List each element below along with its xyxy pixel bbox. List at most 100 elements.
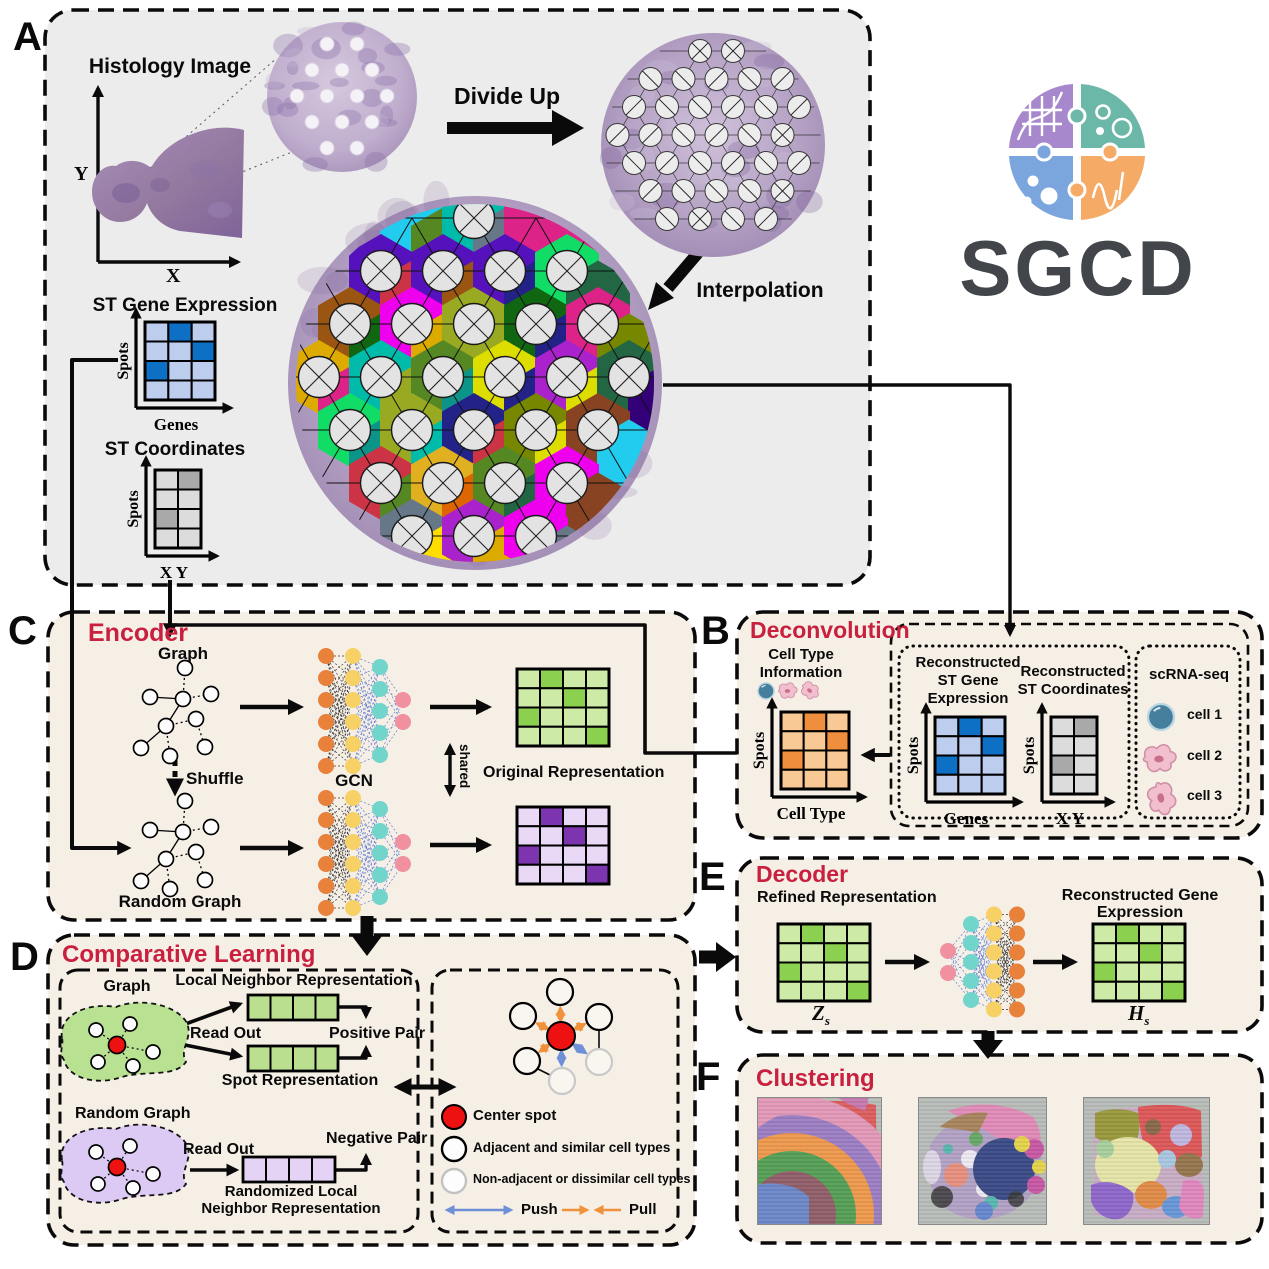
graph-node <box>90 1054 106 1070</box>
net-node <box>372 889 388 905</box>
matrix-cell <box>144 321 170 343</box>
matrix-cell <box>1138 942 1163 964</box>
matrix-cell <box>800 923 825 945</box>
matrix-cell <box>1138 980 1163 1002</box>
spot-dot <box>334 62 350 78</box>
matrix-cell <box>516 687 541 709</box>
net-node <box>963 973 979 989</box>
matrix-cell <box>957 716 983 738</box>
net-node <box>345 834 361 850</box>
matrix-cell <box>1073 716 1098 738</box>
adjacent-node <box>545 977 575 1007</box>
graph-node <box>157 850 175 868</box>
cell2-label: cell 2 <box>1187 747 1223 763</box>
net-node <box>1009 944 1025 961</box>
matrix-cell <box>823 961 848 983</box>
cell-icon <box>1146 781 1177 816</box>
matrix-cell <box>823 980 848 1002</box>
matrix-cell <box>800 980 825 1002</box>
cell-type-info-line2: Information <box>759 664 843 681</box>
vector-rand <box>241 1155 337 1184</box>
spot-dot <box>319 88 335 104</box>
axis-label-spots: Spots <box>1021 737 1038 774</box>
net-node <box>345 648 361 664</box>
graph-node <box>187 710 205 728</box>
deconv-to-encoder-line <box>170 623 737 755</box>
cell-icon <box>778 682 798 699</box>
logo-wave-icon <box>1091 171 1125 210</box>
matrix-cell <box>846 923 871 945</box>
graph-node <box>132 739 150 757</box>
net-node <box>395 856 411 872</box>
matrix-cell <box>934 735 960 757</box>
matrix-cell <box>1050 735 1075 757</box>
panel-label-b: B <box>701 609 731 653</box>
recon-co-line2: ST Coordinates <box>1017 681 1129 698</box>
deconv-inner-box <box>889 622 1250 828</box>
spot-dot <box>334 114 350 130</box>
net-node <box>372 747 388 763</box>
spot-dot <box>319 36 335 52</box>
shared-label: shared <box>457 744 472 789</box>
matrix-cell <box>1115 980 1140 1002</box>
center-spot-node <box>107 1035 127 1055</box>
cell-icon-round <box>1146 702 1176 732</box>
matrix-cell <box>539 725 564 747</box>
negative-pair-label: Negative Pair <box>326 1130 428 1147</box>
matrix-st_co: Spots X Y <box>125 455 220 582</box>
matrix-cell <box>1073 735 1098 757</box>
center-spot-label: Center spot <box>473 1107 557 1124</box>
matrix-cell <box>539 844 564 866</box>
graph-d-label: Graph <box>103 978 151 995</box>
cell3-label: cell 3 <box>1187 787 1223 803</box>
matrix-cell <box>777 961 802 983</box>
matrix-orig_green <box>515 667 611 748</box>
spot-dot <box>289 88 305 104</box>
puzzle-tab <box>1067 180 1087 200</box>
net-node <box>1009 906 1025 923</box>
matrix-cell <box>177 469 202 491</box>
matrix-cell <box>144 379 170 401</box>
matrix-cell <box>777 980 802 1002</box>
pairs-box <box>58 968 420 1234</box>
net-node <box>345 714 361 730</box>
recon-gene-line2: Expression <box>1096 904 1184 921</box>
net-node <box>1009 963 1025 980</box>
net-node <box>986 906 1002 923</box>
gcn-label: GCN <box>335 771 373 790</box>
matrix-cell <box>802 749 828 771</box>
spot-dot <box>349 88 365 104</box>
matrix-cell <box>585 825 610 847</box>
spot-dot <box>364 114 380 130</box>
net-node <box>345 878 361 894</box>
net-node <box>345 758 361 774</box>
matrix-cell <box>825 730 850 752</box>
net-node <box>318 692 334 708</box>
positive-pair-arrow-2 <box>338 1044 373 1060</box>
net-node <box>963 992 979 1008</box>
read-out-label-1: Read Out <box>190 1025 262 1042</box>
graph-node <box>88 1022 104 1038</box>
axis-label-spots: Spots <box>125 490 142 527</box>
net-node <box>345 900 361 916</box>
adjacent-node <box>584 1002 614 1032</box>
graph-node <box>202 818 220 836</box>
recon-gene-line1: Reconstructed Gene <box>1061 887 1219 904</box>
comparative-random-blob <box>60 1123 190 1204</box>
matrix-cell <box>802 711 828 733</box>
graph-node <box>132 872 150 890</box>
matrix-shuf_purple <box>515 805 611 886</box>
matrix-recon_co: Spots X Y <box>1021 702 1116 828</box>
cluster-image-3 <box>1083 1097 1210 1225</box>
panel-label-a: A <box>13 15 43 59</box>
matrix-cell <box>539 806 564 828</box>
vector-lnr <box>246 993 340 1022</box>
sgcd-logo <box>1009 84 1145 220</box>
axis-label-spots: Spots <box>905 737 922 774</box>
graph-node <box>122 1138 138 1154</box>
net-node <box>318 714 334 730</box>
randomized-line2: Neighbor Representation <box>201 1200 381 1217</box>
net-node <box>372 703 388 719</box>
graph-node <box>176 659 194 677</box>
